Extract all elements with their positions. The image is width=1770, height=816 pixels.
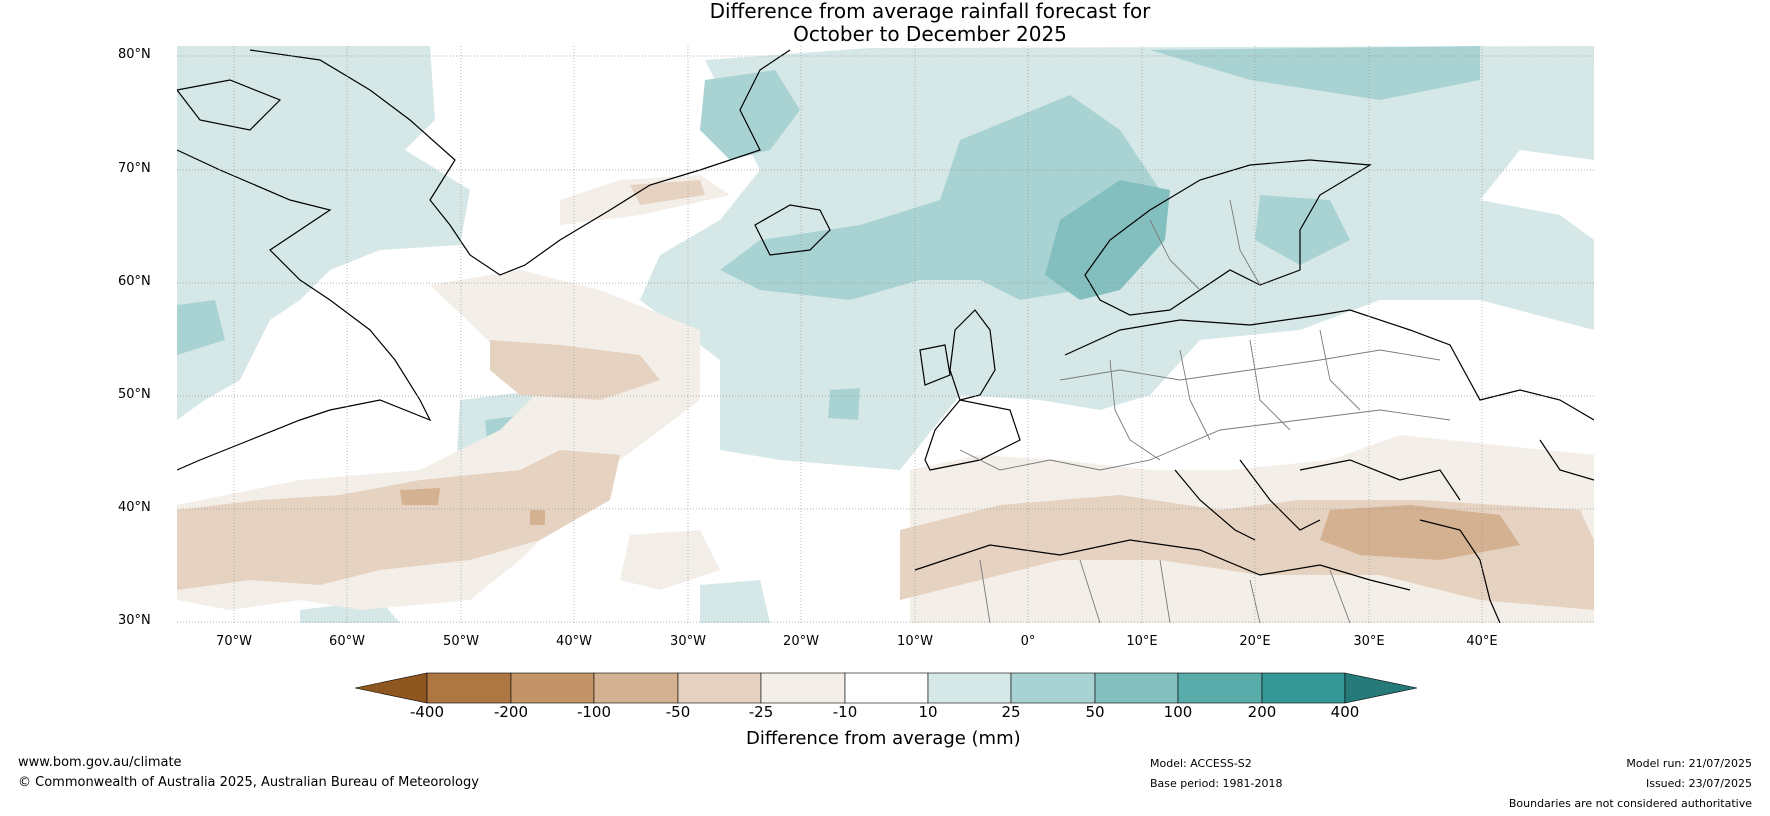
wet-region xyxy=(177,46,470,420)
colorbar-tick: 10 xyxy=(918,703,938,721)
colorbar-segment xyxy=(927,672,1012,704)
issued-text: Issued: 23/07/2025 xyxy=(1645,777,1752,790)
lat-label: 70°N xyxy=(118,161,151,176)
dry-region xyxy=(490,340,660,400)
lat-label: 30°N xyxy=(118,613,151,628)
lon-label: 30°E xyxy=(1353,634,1385,649)
country-border xyxy=(1059,349,1441,381)
wet-region xyxy=(1150,46,1480,100)
dry-anomaly-regions xyxy=(177,175,1594,623)
europe-coastline xyxy=(1064,309,1594,421)
copyright-text: © Commonwealth of Australia 2025, Austra… xyxy=(18,775,479,790)
lon-label: 60°W xyxy=(329,634,365,649)
colorbar-tick: -50 xyxy=(665,703,691,721)
title-line-2: October to December 2025 xyxy=(793,22,1067,46)
model-text: Model: ACCESS-S2 xyxy=(1150,757,1252,770)
lon-label: 10°W xyxy=(897,634,933,649)
colorbar-segment xyxy=(760,672,846,704)
lon-label: 50°W xyxy=(443,634,479,649)
country-borders xyxy=(959,199,1451,623)
wet-region xyxy=(177,300,225,355)
country-border xyxy=(1109,329,1361,461)
wet-region xyxy=(720,95,1160,300)
colorbar-segment xyxy=(677,672,762,704)
colorbar-segment xyxy=(1094,672,1179,704)
wet-region xyxy=(1045,180,1170,300)
colorbar-high-extend xyxy=(1344,672,1418,704)
colorbar xyxy=(354,672,1418,704)
wet-region xyxy=(1255,195,1350,265)
lon-label: 20°W xyxy=(783,634,819,649)
map-field xyxy=(177,46,1594,623)
lon-label: 10°E xyxy=(1126,634,1158,649)
coastlines xyxy=(177,49,1594,623)
colorbar-tick: 100 xyxy=(1163,703,1193,721)
italy-balkans-coastline xyxy=(1174,459,1461,541)
lon-label: 30°W xyxy=(670,634,706,649)
colorbar-segment xyxy=(1010,672,1096,704)
disclaimer-text: Boundaries are not considered authoritat… xyxy=(1508,797,1752,810)
dry-region xyxy=(1320,505,1520,560)
model-run-text: Model run: 21/07/2025 xyxy=(1626,757,1752,770)
base-period-text: Base period: 1981-2018 xyxy=(1150,777,1283,790)
country-border xyxy=(1149,199,1261,291)
colorbar-tick: 50 xyxy=(1085,703,1105,721)
lon-label: 40°W xyxy=(556,634,592,649)
country-border xyxy=(959,409,1451,471)
colorbar-tick: 200 xyxy=(1247,703,1277,721)
wet-region xyxy=(700,70,800,160)
lon-label: 40°E xyxy=(1466,634,1498,649)
iberia-africa-coastline xyxy=(914,399,1411,591)
website-link[interactable]: www.bom.gov.au/climate xyxy=(18,755,182,770)
lat-label: 50°N xyxy=(118,387,151,402)
colorbar-segment xyxy=(1177,672,1263,704)
graticule xyxy=(177,46,1594,623)
dry-region xyxy=(400,488,440,505)
colorbar-segment xyxy=(844,672,929,704)
colorbar-tick: 400 xyxy=(1330,703,1360,721)
colorbar-segment xyxy=(1261,672,1346,704)
colorbar-tick: -200 xyxy=(493,703,529,721)
north-america-coastline xyxy=(177,149,432,471)
colorbar-tick: -10 xyxy=(832,703,858,721)
lon-label: 70°W xyxy=(216,634,252,649)
iceland-coastline xyxy=(754,204,831,256)
colorbar-label: Difference from average (mm) xyxy=(746,728,1021,749)
colorbar-tick: -400 xyxy=(409,703,445,721)
lon-label: 20°E xyxy=(1239,634,1271,649)
greenland-coastline xyxy=(249,49,791,276)
wet-region xyxy=(1450,60,1594,120)
lat-label: 80°N xyxy=(118,47,151,62)
map-title: Difference from average rainfall forecas… xyxy=(530,0,1330,46)
lon-label: 0° xyxy=(1020,634,1036,649)
lat-label: 60°N xyxy=(118,274,151,289)
country-border xyxy=(979,559,1351,623)
colorbar-tick: -100 xyxy=(576,703,612,721)
title-line-1: Difference from average rainfall forecas… xyxy=(709,0,1151,23)
colorbar-tick: -25 xyxy=(748,703,774,721)
canada-islands-coastline xyxy=(177,79,282,131)
dry-region xyxy=(177,450,620,590)
lat-label: 40°N xyxy=(118,500,151,515)
dry-region xyxy=(530,510,545,525)
colorbar-segment xyxy=(426,672,512,704)
middle-east-coastline xyxy=(1419,439,1594,623)
british-isles-coastline xyxy=(919,309,996,401)
dry-region xyxy=(620,530,720,590)
colorbar-segment xyxy=(510,672,595,704)
colorbar-low-extend xyxy=(354,672,428,704)
scandinavia-coastline xyxy=(1084,159,1372,316)
wet-region xyxy=(828,388,860,420)
colorbar-tick: 25 xyxy=(1001,703,1021,721)
colorbar-segment xyxy=(593,672,679,704)
wet-region xyxy=(700,580,770,623)
